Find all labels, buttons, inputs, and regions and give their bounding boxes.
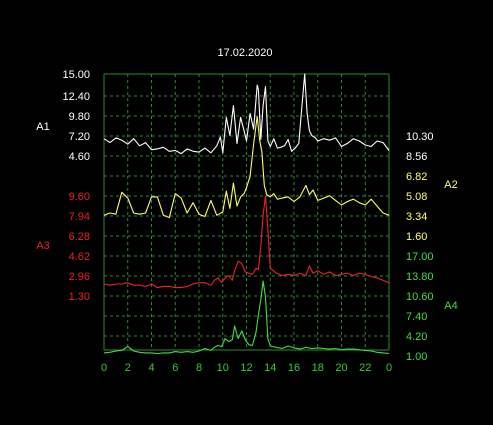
y-tick-label: 2.96 bbox=[69, 271, 90, 283]
series-line-a3 bbox=[103, 195, 390, 289]
x-tick-label: 20 bbox=[335, 362, 347, 374]
series-line-a4 bbox=[103, 280, 390, 355]
y-tick-label: 17.00 bbox=[406, 251, 434, 263]
series-line-a1 bbox=[103, 73, 390, 155]
series-label: A4 bbox=[444, 300, 457, 312]
y-tick-label-secondary: 10.30 bbox=[406, 131, 434, 143]
grid-lines bbox=[103, 73, 390, 351]
x-tick-label: 14 bbox=[264, 362, 276, 374]
y-tick-label: 6.82 bbox=[406, 171, 427, 183]
x-tick-label: 6 bbox=[172, 362, 178, 374]
y-tick-label: 5.08 bbox=[406, 191, 427, 203]
y-tick-label: 6.28 bbox=[69, 231, 90, 243]
x-tick-label: 22 bbox=[359, 362, 371, 374]
x-axis-ticks: 0 2 4 6 8 10 12 14 16 18 20 22 0 bbox=[101, 362, 392, 374]
series-label: A2 bbox=[444, 179, 457, 191]
y-tick-label: 9.60 bbox=[69, 191, 90, 203]
y-tick-label: 1.60 bbox=[406, 231, 427, 243]
y-tick-label: 15.00 bbox=[62, 69, 90, 81]
y-tick-label: 1.00 bbox=[406, 351, 427, 363]
x-tick-label: 0 bbox=[386, 362, 392, 374]
x-tick-label: 16 bbox=[288, 362, 300, 374]
y-tick-label: 12.40 bbox=[62, 91, 90, 103]
y-axis-ticks: 15.00 12.40 9.80 7.20 4.60 10.30 8.56 6.82 5.08 3… bbox=[62, 69, 433, 363]
x-tick-label: 2 bbox=[125, 362, 131, 374]
x-tick-label: 18 bbox=[312, 362, 324, 374]
x-tick-label: 10 bbox=[217, 362, 229, 374]
y-tick-label: 13.80 bbox=[406, 271, 434, 283]
x-tick-label: 8 bbox=[196, 362, 202, 374]
y-tick-label: 7.40 bbox=[406, 311, 427, 323]
series-lines bbox=[103, 73, 390, 355]
x-tick-label: 4 bbox=[148, 362, 154, 374]
y-tick-label: 10.60 bbox=[406, 291, 434, 303]
y-tick-label-secondary: 8.56 bbox=[406, 151, 427, 163]
y-tick-label: 4.60 bbox=[69, 151, 90, 163]
y-tick-label: 7.94 bbox=[69, 211, 90, 223]
series-label: A1 bbox=[36, 121, 49, 133]
y-tick-label: 3.34 bbox=[406, 211, 427, 223]
chart-title: 17.02.2020 bbox=[217, 47, 272, 59]
x-tick-label: 0 bbox=[101, 362, 107, 374]
y-tick-label: 1.30 bbox=[69, 291, 90, 303]
x-tick-label: 12 bbox=[240, 362, 252, 374]
y-tick-label: 7.20 bbox=[69, 131, 90, 143]
y-tick-label: 4.20 bbox=[406, 331, 427, 343]
series-label: A3 bbox=[36, 240, 49, 252]
y-tick-label: 4.62 bbox=[69, 251, 90, 263]
series-labels: A1 A2 A3 A4 bbox=[36, 121, 457, 312]
y-tick-label: 9.80 bbox=[69, 111, 90, 123]
series-line-a2 bbox=[103, 115, 390, 219]
